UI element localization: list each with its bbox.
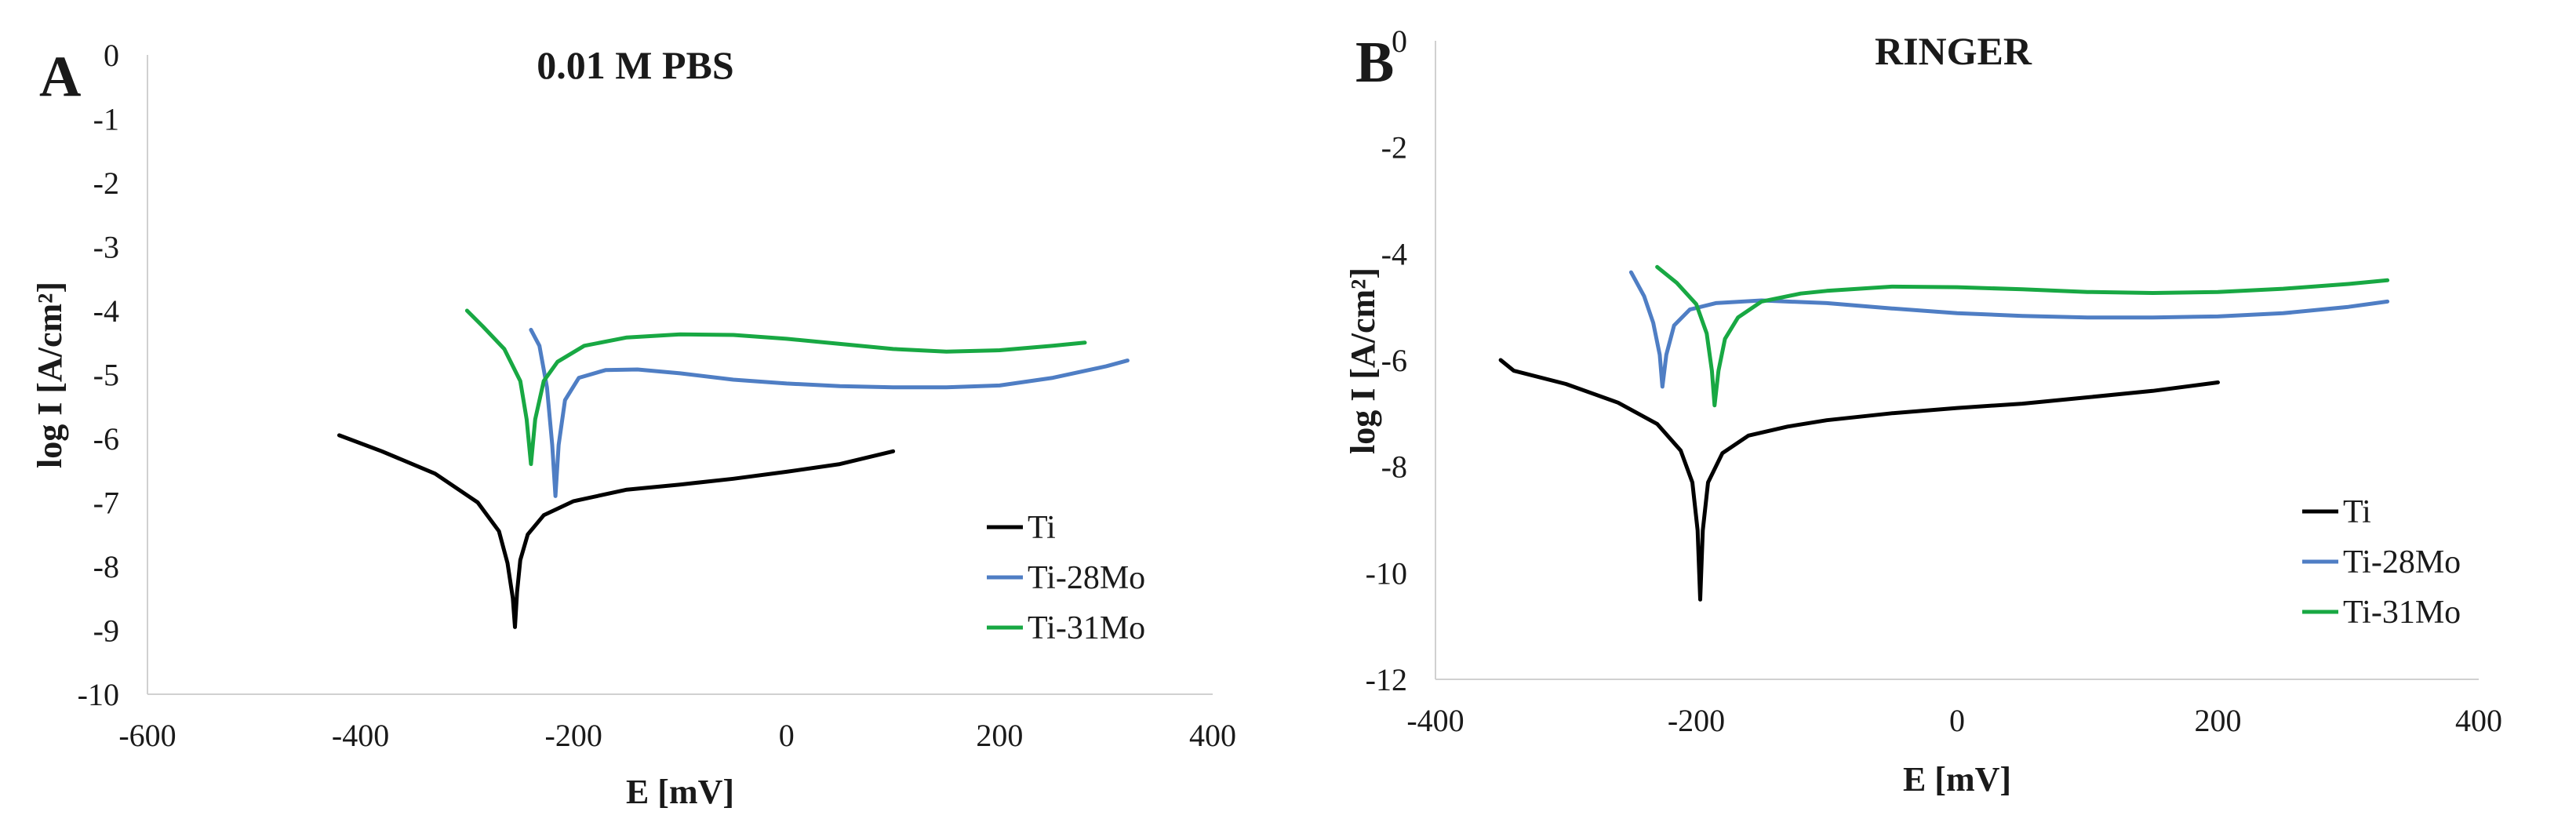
y-tick-label: -12: [1366, 662, 1407, 697]
panel-b-x-ticks: -400 -200 0 200 400: [1406, 703, 2502, 738]
panel-b-series: [1498, 264, 2390, 602]
panel-a-y-axis-title: log I [A/cm²]: [31, 282, 69, 468]
series-line-ti-31mo: [464, 308, 1087, 467]
y-tick-label: -3: [93, 230, 119, 265]
series-line-ti-28mo: [1628, 270, 2390, 389]
panel-a-series: [337, 308, 1130, 629]
x-tick-label: 0: [779, 718, 795, 753]
y-tick-label: -6: [1381, 343, 1407, 378]
y-tick-label: -8: [93, 549, 119, 584]
panel-b-y-axis-title: log I [A/cm²]: [1344, 267, 1382, 454]
y-tick-label: -10: [78, 677, 119, 712]
x-tick-label: 200: [2195, 703, 2242, 738]
legend-label: Ti-31Mo: [2343, 595, 2461, 631]
legend-label: Ti-28Mo: [1028, 560, 1145, 596]
panel-a-legend: Ti Ti-28Mo Ti-31Mo: [987, 510, 1145, 646]
x-tick-label: 0: [1949, 703, 1965, 738]
legend-label: Ti: [2343, 494, 2371, 530]
y-tick-label: 0: [1392, 24, 1407, 59]
x-tick-label: -400: [332, 718, 389, 753]
y-tick-label: -7: [93, 486, 119, 521]
panel-a-label: A: [39, 45, 81, 109]
panel-b-legend: Ti Ti-28Mo Ti-31Mo: [2302, 494, 2461, 631]
panel-a: A 0.01 M PBS 0 -1 -2 -3 -4 -5 -6 -7 -8 -9 -10 -600…: [31, 38, 1236, 811]
y-tick-label: -6: [93, 421, 119, 457]
x-tick-label: -200: [1668, 703, 1725, 738]
y-tick-label: -9: [93, 613, 119, 649]
x-tick-label: -400: [1406, 703, 1464, 738]
panel-b: B RINGER 0 -2 -4 -6 -8 -10 -12 -400 -200 0 200 400…: [1344, 24, 2502, 799]
series-line-ti-31mo: [1655, 264, 2390, 408]
x-tick-label: 400: [1189, 718, 1236, 753]
series-line-ti: [1498, 358, 2220, 602]
y-tick-label: -2: [1381, 130, 1407, 166]
y-tick-label: -8: [1381, 449, 1407, 485]
legend-label: Ti-31Mo: [1028, 610, 1145, 646]
panel-a-y-ticks: 0 -1 -2 -3 -4 -5 -6 -7 -8 -9 -10: [78, 38, 119, 712]
legend-label: Ti: [1028, 510, 1056, 546]
panel-b-title: RINGER: [1875, 29, 2032, 73]
panel-a-x-ticks: -600 -400 -200 0 200 400: [118, 718, 1236, 753]
y-tick-label: 0: [104, 38, 119, 73]
y-tick-label: -4: [1381, 236, 1407, 271]
y-tick-label: -10: [1366, 555, 1407, 591]
y-tick-label: -5: [93, 358, 119, 393]
panel-a-title: 0.01 M PBS: [537, 43, 733, 87]
x-tick-label: -200: [545, 718, 602, 753]
x-tick-label: -600: [118, 718, 176, 753]
panel-b-label: B: [1355, 31, 1394, 95]
panel-b-x-axis-title: E [mV]: [1903, 760, 2011, 799]
x-tick-label: 200: [976, 718, 1023, 753]
y-tick-label: -1: [93, 102, 119, 137]
legend-label: Ti-28Mo: [2343, 544, 2461, 580]
series-line-ti: [337, 433, 896, 629]
panel-b-y-ticks: 0 -2 -4 -6 -8 -10 -12: [1366, 24, 1407, 697]
panel-a-x-axis-title: E [mV]: [626, 773, 734, 811]
y-tick-label: -4: [93, 293, 119, 329]
x-tick-label: 400: [2455, 703, 2502, 738]
series-line-ti-28mo: [529, 327, 1130, 498]
y-tick-label: -2: [93, 166, 119, 201]
